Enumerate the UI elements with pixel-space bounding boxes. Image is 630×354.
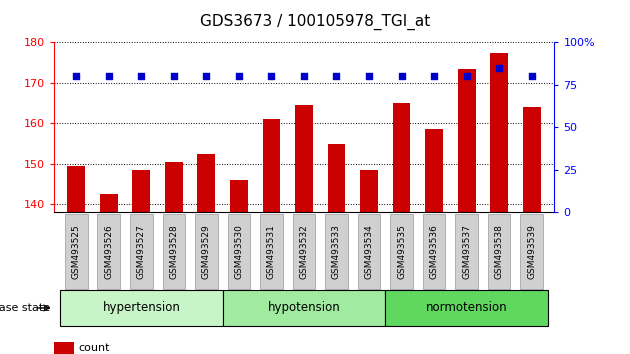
FancyBboxPatch shape <box>130 214 152 289</box>
Bar <box>197 154 215 212</box>
Text: hypertension: hypertension <box>103 302 180 314</box>
Text: GSM493535: GSM493535 <box>397 224 406 279</box>
Text: GSM493537: GSM493537 <box>462 224 471 279</box>
Text: GSM493538: GSM493538 <box>495 224 503 279</box>
Point <box>462 74 472 79</box>
FancyBboxPatch shape <box>98 214 120 289</box>
Point <box>104 74 114 79</box>
Point <box>364 74 374 79</box>
FancyBboxPatch shape <box>292 214 316 289</box>
FancyBboxPatch shape <box>390 214 413 289</box>
Point <box>136 74 146 79</box>
Bar <box>230 180 248 212</box>
Point <box>527 74 537 79</box>
Bar <box>392 103 411 212</box>
FancyBboxPatch shape <box>386 290 548 326</box>
FancyBboxPatch shape <box>455 214 478 289</box>
FancyBboxPatch shape <box>60 290 222 326</box>
Bar <box>457 69 476 212</box>
Text: GSM493534: GSM493534 <box>365 224 374 279</box>
Bar <box>165 162 183 212</box>
Text: GSM493525: GSM493525 <box>72 224 81 279</box>
FancyBboxPatch shape <box>358 214 381 289</box>
FancyBboxPatch shape <box>222 290 386 326</box>
Bar <box>67 166 85 212</box>
Point <box>494 65 504 71</box>
Text: GSM493527: GSM493527 <box>137 224 146 279</box>
Text: GSM493530: GSM493530 <box>234 224 243 279</box>
Bar <box>132 170 151 212</box>
FancyBboxPatch shape <box>488 214 510 289</box>
Text: GSM493528: GSM493528 <box>169 224 178 279</box>
Text: GDS3673 / 100105978_TGI_at: GDS3673 / 100105978_TGI_at <box>200 14 430 30</box>
Point <box>299 74 309 79</box>
Bar <box>490 53 508 212</box>
Bar <box>263 119 280 212</box>
Text: GSM493526: GSM493526 <box>105 224 113 279</box>
Bar <box>523 107 541 212</box>
FancyBboxPatch shape <box>423 214 445 289</box>
Bar <box>425 130 443 212</box>
FancyBboxPatch shape <box>65 214 88 289</box>
Text: GSM493536: GSM493536 <box>430 224 438 279</box>
Bar <box>295 105 313 212</box>
Point <box>71 74 81 79</box>
Point <box>234 74 244 79</box>
Text: GSM493533: GSM493533 <box>332 224 341 279</box>
Text: GSM493529: GSM493529 <box>202 224 211 279</box>
Text: count: count <box>79 343 110 353</box>
Text: hypotension: hypotension <box>268 302 340 314</box>
Text: disease state: disease state <box>0 303 50 313</box>
Bar <box>100 194 118 212</box>
Text: normotension: normotension <box>426 302 507 314</box>
FancyBboxPatch shape <box>163 214 185 289</box>
Text: GSM493539: GSM493539 <box>527 224 536 279</box>
Point <box>429 74 439 79</box>
Text: GSM493532: GSM493532 <box>299 224 309 279</box>
FancyBboxPatch shape <box>520 214 543 289</box>
Point <box>331 74 341 79</box>
FancyBboxPatch shape <box>227 214 250 289</box>
FancyBboxPatch shape <box>325 214 348 289</box>
Bar <box>54 342 74 354</box>
FancyBboxPatch shape <box>195 214 218 289</box>
Point <box>202 74 212 79</box>
Point <box>266 74 277 79</box>
Point <box>169 74 179 79</box>
Bar <box>328 144 345 212</box>
Bar <box>360 170 378 212</box>
Point <box>396 74 406 79</box>
Text: GSM493531: GSM493531 <box>267 224 276 279</box>
FancyBboxPatch shape <box>260 214 283 289</box>
